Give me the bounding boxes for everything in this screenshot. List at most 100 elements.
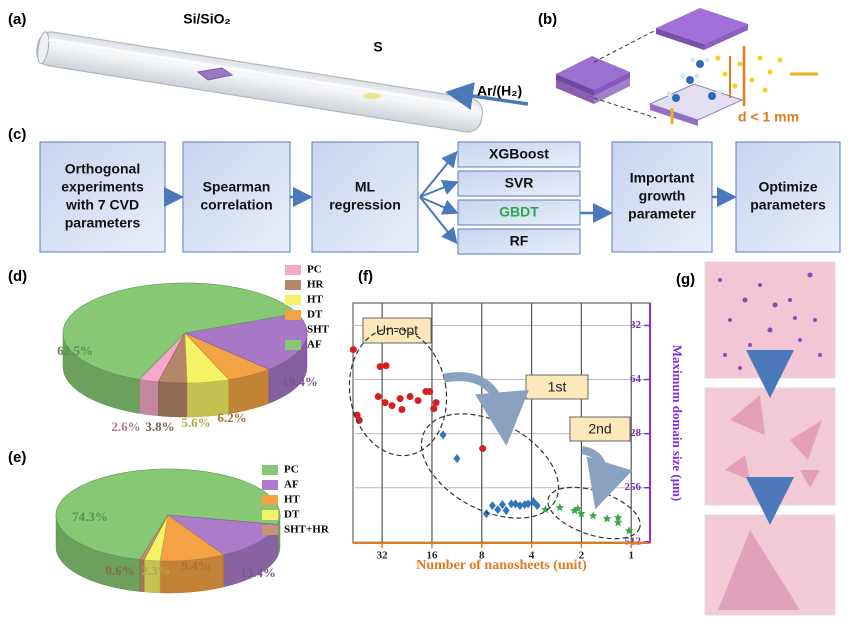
value-label: 13.4% (240, 565, 276, 580)
y-tick-label: 256 (625, 481, 642, 493)
pie-side (139, 379, 159, 417)
substrate (196, 67, 234, 81)
model-text: SVR (505, 175, 534, 191)
gas-arrow (445, 82, 529, 110)
point (439, 430, 447, 440)
series-tag (525, 374, 589, 400)
point (524, 499, 532, 509)
value-label: 2.6% (111, 419, 140, 434)
point (398, 406, 406, 414)
x-tick-label: 2 (579, 550, 585, 562)
point (406, 393, 414, 401)
point (613, 518, 623, 527)
point (381, 399, 389, 407)
point (482, 509, 490, 519)
pie-slice (138, 332, 186, 383)
step-text: Important (630, 170, 695, 186)
value-label: 0.6% (105, 563, 134, 578)
arrow (419, 180, 459, 198)
step-box (182, 141, 291, 253)
model-box (457, 141, 581, 168)
sulfur (363, 93, 381, 99)
x-axis-label: Number of nanosheets (unit) (416, 558, 587, 573)
step-text: with 7 CVD (65, 197, 139, 213)
legend-swatch (285, 265, 301, 275)
y-tick-label: 512 (625, 535, 642, 547)
arrow (419, 196, 458, 245)
step-box (611, 141, 713, 253)
point (374, 393, 382, 401)
model-box (457, 228, 581, 255)
point (533, 501, 541, 511)
model-text: RF (510, 233, 529, 249)
point (516, 501, 524, 511)
point (349, 346, 357, 354)
micrographs (704, 261, 836, 616)
point (555, 503, 565, 512)
point (570, 506, 579, 515)
arrow (419, 150, 458, 198)
point (479, 445, 487, 453)
y-tick-label: 32 (630, 319, 642, 331)
series-name: 2nd (588, 421, 611, 437)
legend-label: SHT (307, 324, 330, 336)
step-text: ML (355, 179, 376, 195)
point (396, 395, 404, 403)
panel-label: (c) (8, 126, 26, 143)
confined-schematic (556, 8, 818, 126)
panel-label: (f) (358, 268, 373, 285)
panel-label: (g) (676, 271, 695, 288)
scatter-annotations (348, 327, 641, 540)
legend-swatch (262, 495, 278, 505)
pie-slice (184, 332, 270, 380)
x-tick-label: 1 (628, 550, 634, 562)
legend-swatch (285, 280, 301, 290)
point (577, 509, 586, 518)
point (541, 505, 550, 514)
step-text: Spearman (203, 179, 271, 195)
point (453, 453, 461, 463)
point (624, 526, 634, 535)
legend-label: SHT+HR (284, 524, 330, 536)
tube (36, 31, 484, 133)
point (602, 514, 612, 523)
legend-swatch (285, 295, 301, 305)
legend-label: HR (307, 279, 325, 291)
panel-label: (d) (8, 268, 27, 285)
step-text: parameter (628, 206, 696, 222)
point (507, 499, 515, 509)
value-label: 3.8% (145, 419, 174, 434)
panel-label: (e) (8, 449, 26, 466)
y-axis-label: Maximum domain size (μm) (670, 345, 685, 502)
step-text: correlation (200, 197, 272, 213)
step-text: parameters (750, 197, 826, 213)
step-box (311, 141, 419, 253)
pie-slice (55, 468, 281, 560)
panel-label: (b) (538, 11, 557, 28)
value-label: 19.4% (282, 374, 318, 389)
group-ellipse (348, 327, 448, 457)
legend-swatch (285, 310, 301, 320)
legend-swatch (262, 465, 278, 475)
legend-swatch (262, 480, 278, 490)
workflow: Orthogonal experiments with 7 CVD parameter… (39, 141, 841, 255)
pie-slice (157, 331, 188, 384)
legend-label: PC (284, 464, 299, 476)
point (588, 511, 598, 520)
legend-swatch (285, 325, 301, 335)
point (488, 501, 496, 511)
gas-label: Ar/(H₂) (477, 83, 522, 99)
legend-label: DT (284, 509, 300, 521)
legend-label: AF (307, 339, 322, 351)
point (573, 504, 583, 513)
pie-slice (159, 514, 225, 562)
point (498, 500, 506, 510)
pie-chart: 74.3% 13.4% 9.4% 2.3% 0.6% PC AF HT DT SHT+HR (55, 464, 330, 594)
step-box (735, 141, 841, 253)
step-text: experiments (61, 179, 144, 195)
value-label: 74.3% (72, 509, 108, 524)
legend-label: DT (307, 309, 323, 321)
legend-swatch (285, 340, 301, 350)
